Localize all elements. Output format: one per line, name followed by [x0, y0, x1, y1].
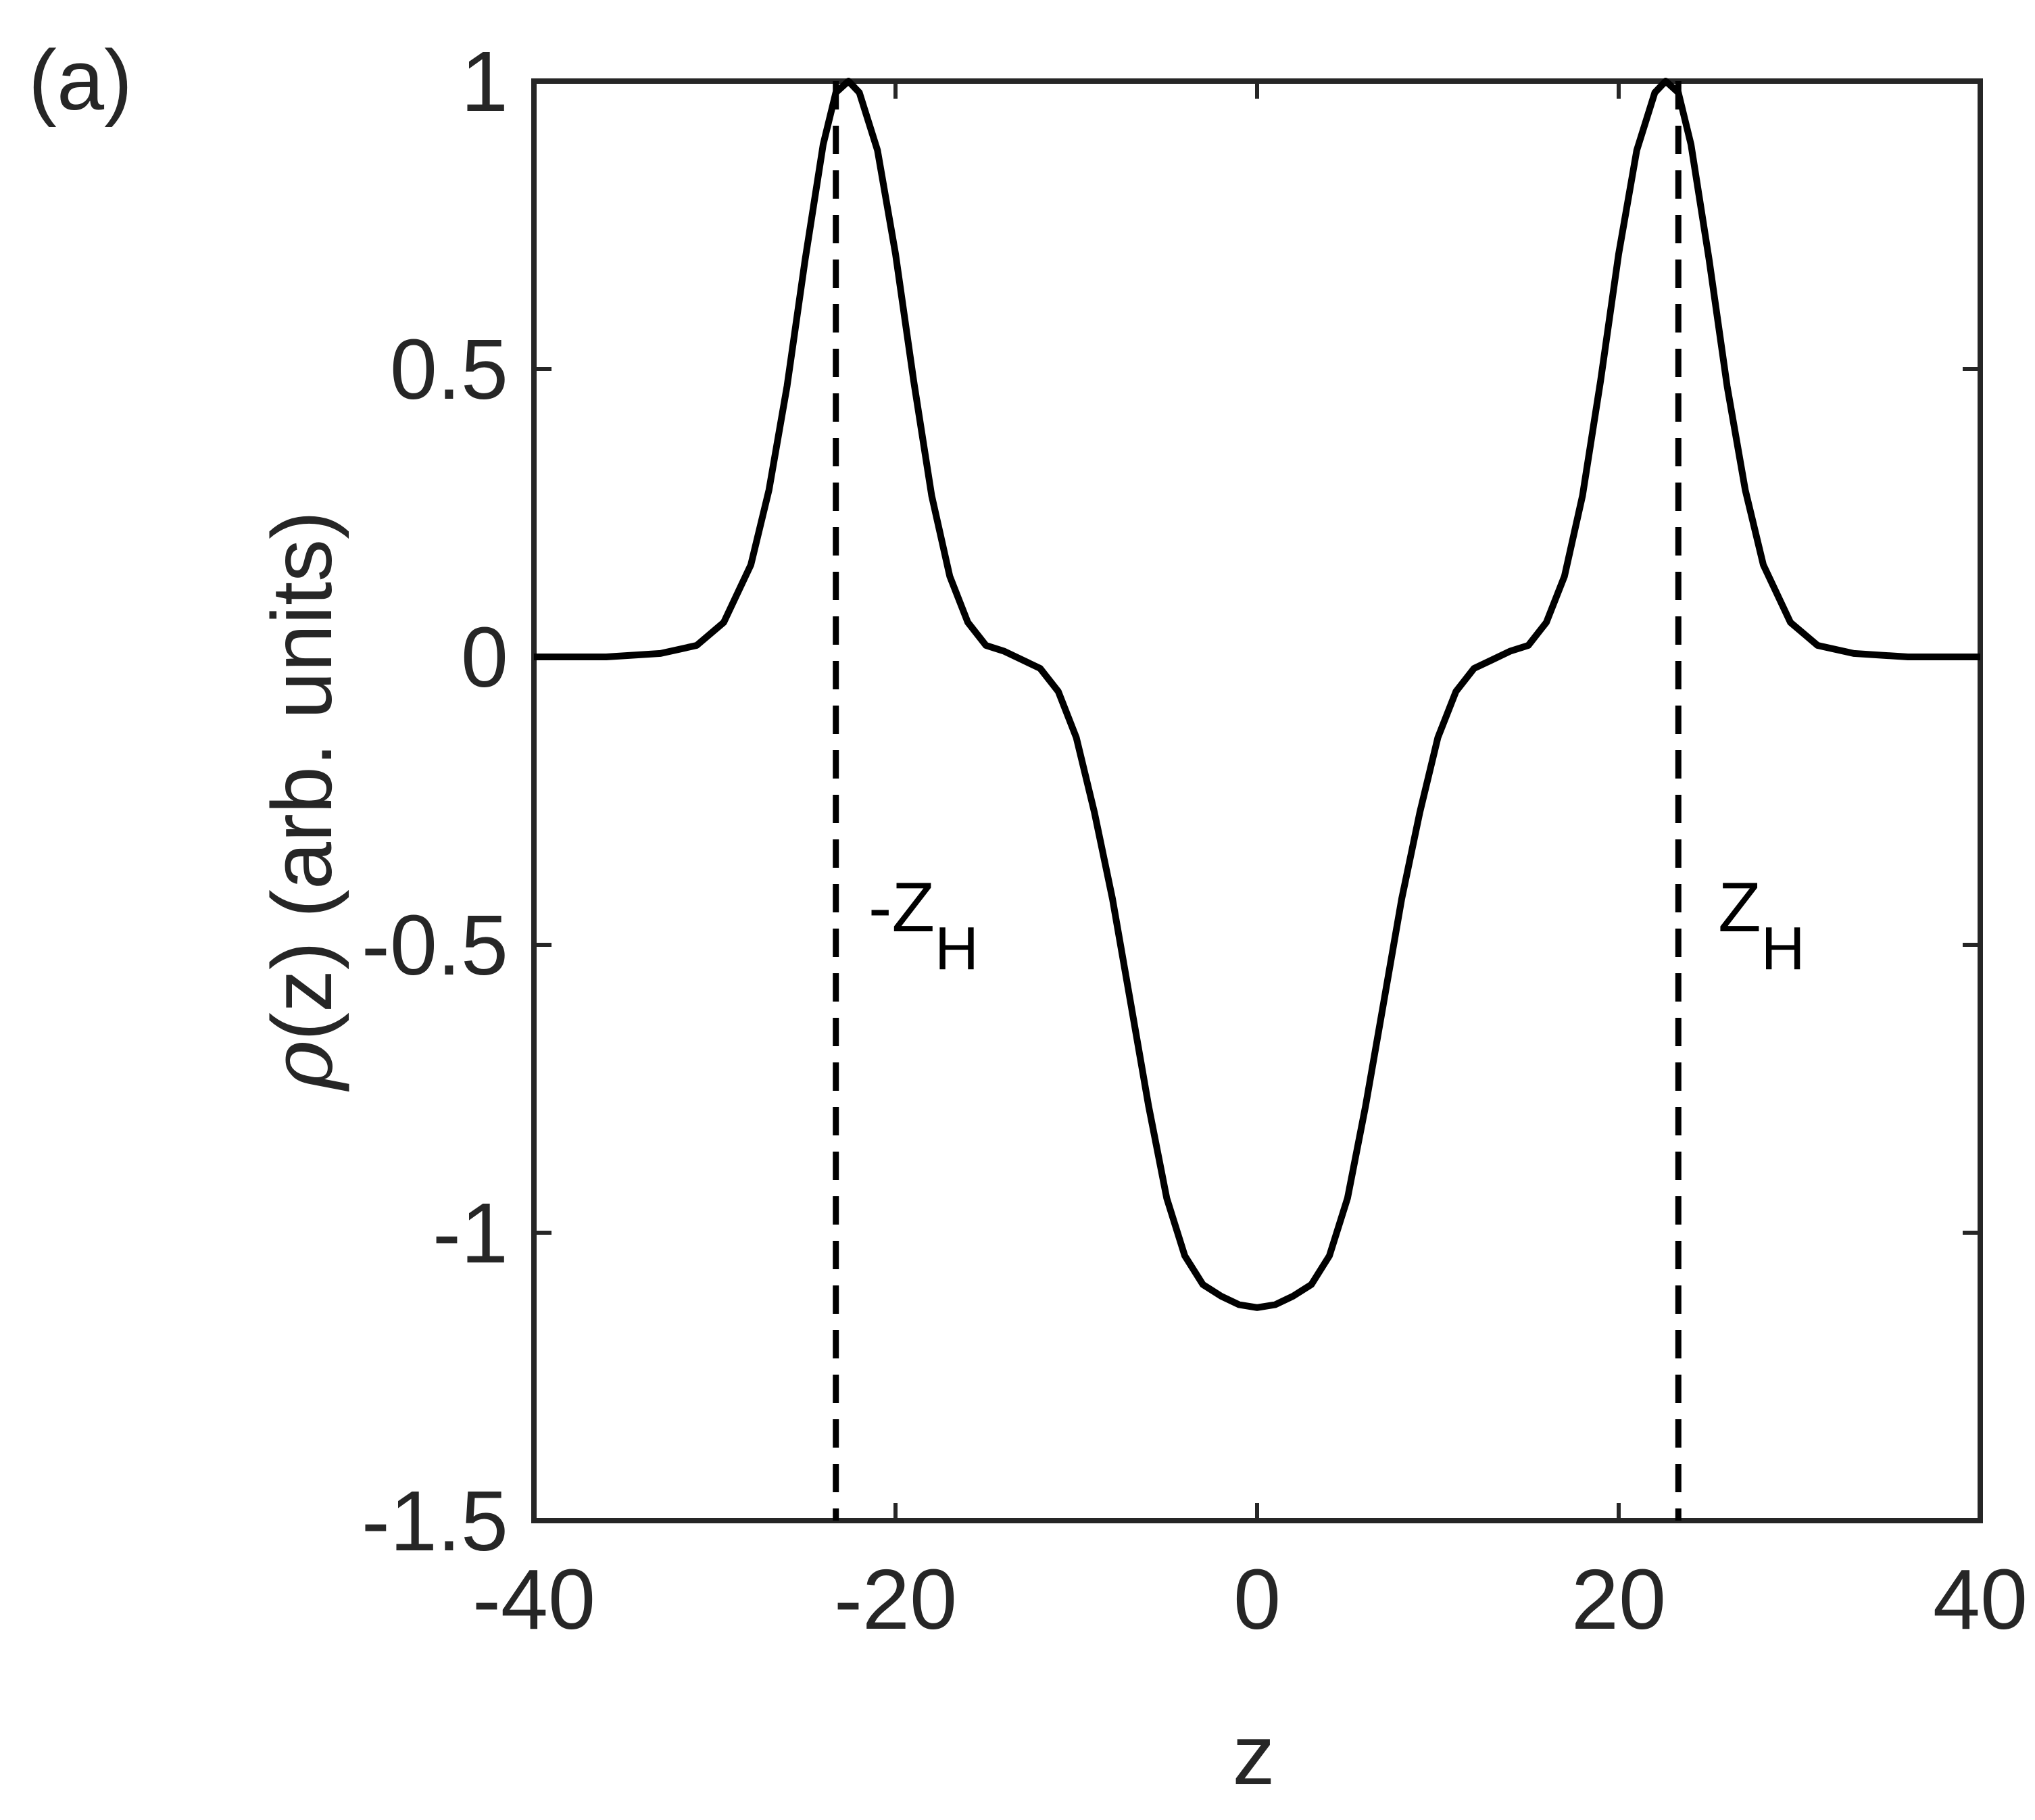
x-axis-label: z — [1233, 1707, 1275, 1802]
y-axis-label: ρ(z) (arb. units) — [252, 511, 351, 1092]
y-tick-label: 1 — [461, 34, 508, 129]
y-axis-label-text: (z) (arb. units) — [254, 511, 349, 1041]
x-tick-label: 40 — [1933, 1552, 2028, 1647]
y-tick-label: -1.5 — [362, 1473, 508, 1569]
series-line-rho — [534, 78, 1980, 1311]
x-tick-label: 0 — [1233, 1552, 1281, 1647]
x-tick-label: 20 — [1571, 1552, 1666, 1647]
panel-label: (a) — [28, 32, 132, 128]
y-tick-label: 0.5 — [390, 322, 508, 417]
y-tick-label: -1 — [433, 1185, 508, 1281]
annotation-pos-zh: ZH — [1718, 868, 1805, 983]
y-axis-label-symbol: ρ — [252, 1041, 351, 1092]
x-tick-label: -40 — [472, 1552, 595, 1647]
annotation-sub: H — [1761, 915, 1805, 983]
annotation-main: -Z — [868, 868, 935, 947]
annotation-neg-zh: -ZH — [868, 868, 979, 983]
annotation-main: Z — [1718, 868, 1761, 947]
tick-labels: -40 -20 0 20 40 -1.5 -1 -0.5 0 0.5 1 — [362, 34, 2028, 1647]
annotation-sub: H — [935, 915, 979, 983]
reference-lines — [833, 81, 1682, 1521]
y-tick-label: -0.5 — [362, 897, 508, 993]
y-tick-label: 0 — [461, 610, 508, 705]
x-tick-label: -20 — [834, 1552, 957, 1647]
